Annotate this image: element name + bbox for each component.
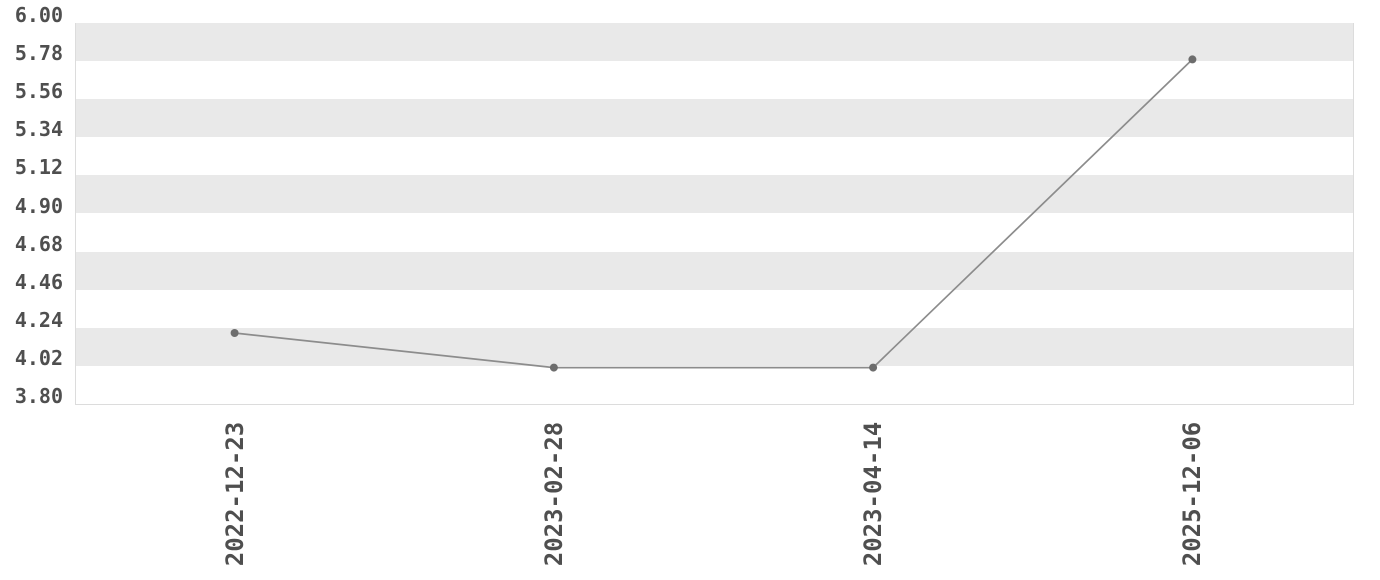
y-axis-label: 4.24 [14,307,63,332]
x-axis-label: 2023-02-28 [539,421,568,567]
data-point-marker [869,363,878,372]
y-axis-label: 5.34 [14,117,63,142]
data-point-marker [549,363,558,372]
y-axis-label: 3.80 [14,384,63,408]
grid-band [76,23,1353,62]
grid-band [76,251,1353,290]
y-axis-label: 4.02 [14,345,63,370]
grid-band [76,289,1353,328]
grid-band [76,175,1353,214]
grid-band [76,327,1353,366]
y-axis-label: 5.12 [14,155,63,180]
x-axis-label: 2025-12-06 [1178,421,1207,567]
plot-area [75,23,1354,405]
data-point-marker [1188,55,1197,64]
y-axis-label: 6.00 [14,3,63,27]
y-axis-label: 4.46 [14,269,63,294]
grid-band [76,61,1353,100]
y-axis-label: 5.56 [14,79,63,104]
grid-band [76,213,1353,252]
y-axis-label: 4.90 [14,193,63,218]
x-axis-label: 2022-12-23 [220,421,249,567]
y-axis-label: 4.68 [14,231,63,256]
data-point-marker [230,329,239,337]
line-series [230,55,1197,372]
trend-line [234,58,1193,369]
grid-band [76,365,1353,404]
y-axis-label: 5.78 [14,41,63,66]
x-axis-label: 2023-04-14 [859,421,888,567]
grid-band [76,137,1353,176]
grid-band [76,99,1353,138]
